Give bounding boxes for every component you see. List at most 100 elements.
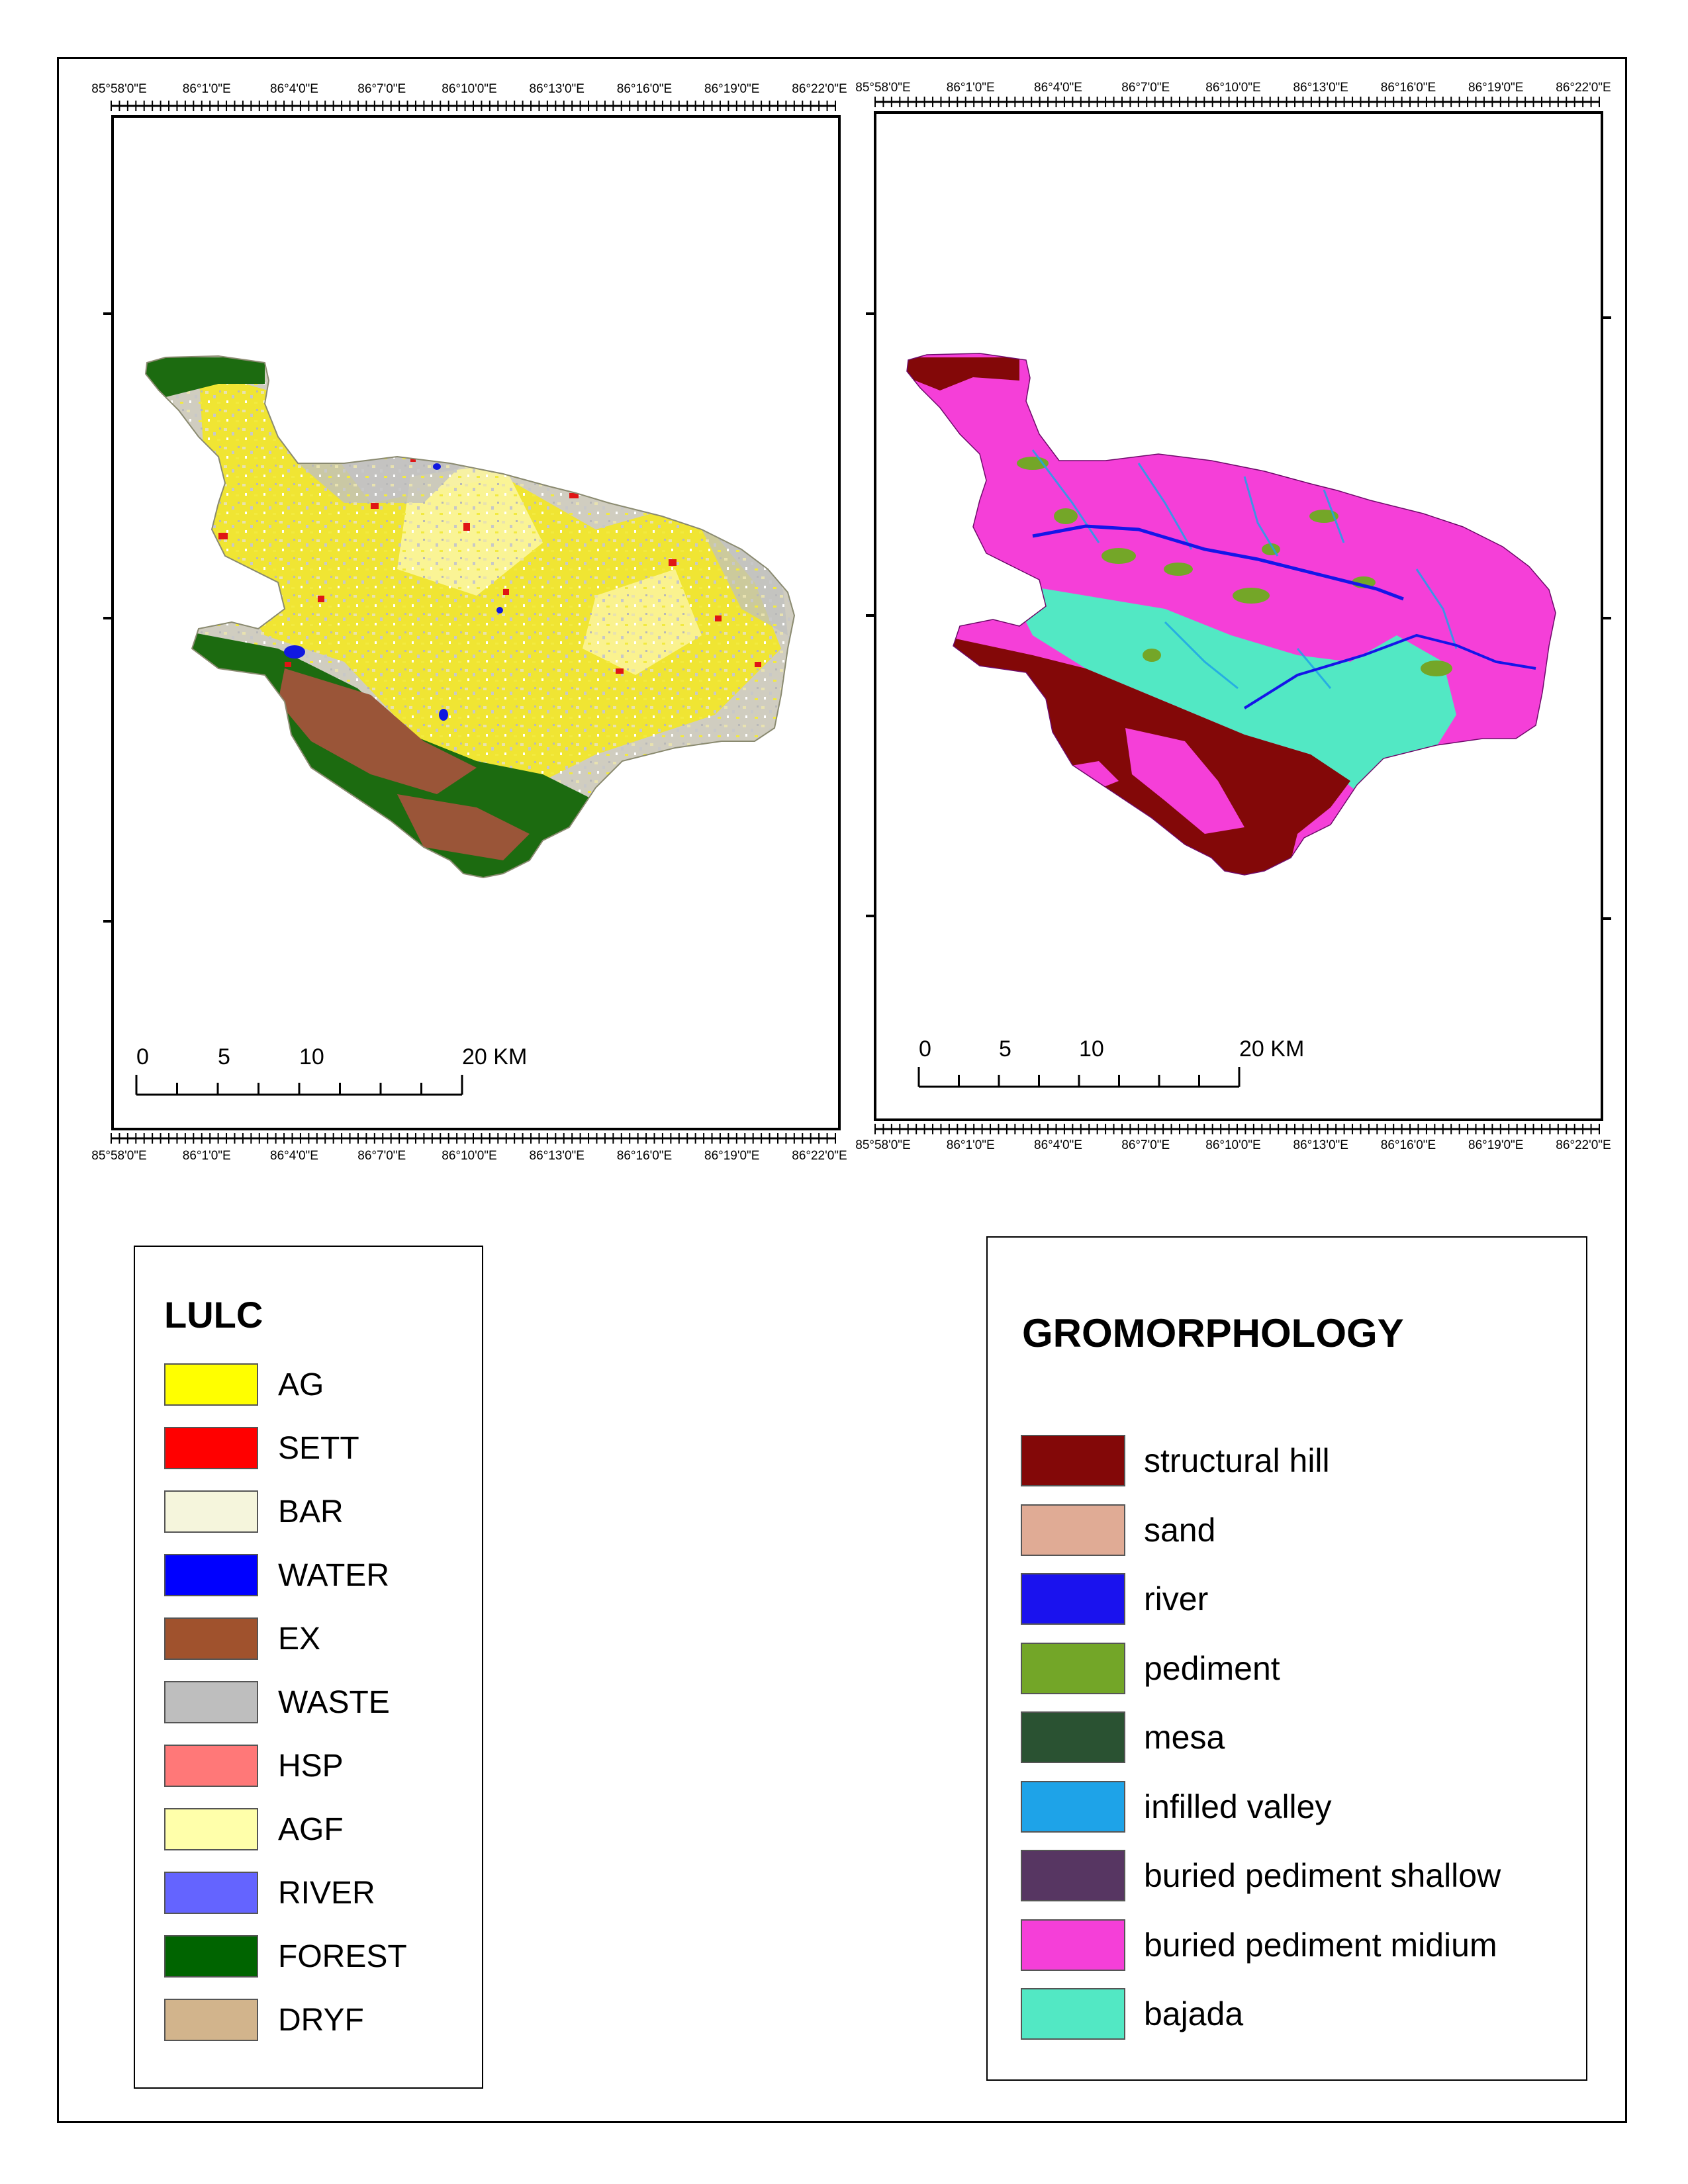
lulc-bottom-tick-label: 86°10'0"E xyxy=(442,1149,496,1163)
geomorphology-top-tick-label: 86°1'0"E xyxy=(947,81,995,95)
geomorphology-bottom-tick-label: 86°19'0"E xyxy=(1468,1138,1523,1152)
geomorphology-map-panel: 85°58'0"E 86°1'0"E 86°4'0"E 86°7'0"E 86°10'0… xyxy=(855,81,1611,1152)
geo-infilled-valley-network xyxy=(1031,449,1458,690)
geomorphology-legend-item: mesa xyxy=(1021,1711,1225,1763)
geomorphology-legend-label: mesa xyxy=(1144,1719,1225,1756)
lulc-legend-label: AG xyxy=(278,1367,324,1402)
lulc-legend-item: FOREST xyxy=(164,1935,407,1978)
lulc-top-tick-label: 86°10'0"E xyxy=(442,82,496,96)
geomorphology-watershed-outline xyxy=(906,353,1556,876)
lulc-legend-label: WASTE xyxy=(278,1684,390,1720)
geomorphology-legend-item: river xyxy=(1021,1573,1208,1625)
lulc-legend-item: AGF xyxy=(164,1808,344,1850)
lulc-legend-swatch xyxy=(164,1490,258,1533)
lulc-ex-zone-2 xyxy=(397,794,530,860)
geomorphology-scale-label: 10 xyxy=(1079,1036,1104,1062)
lulc-legend-swatch xyxy=(164,1999,258,2041)
lulc-bottom-tick-bar: 85°58'0"E 86°1'0"E 86°4'0"E 86°7'0"E 86°10'0… xyxy=(91,1133,847,1163)
lulc-map-panel: 85°58'0"E 86°1'0"E 86°4'0"E 86°7'0"E 86°10'0… xyxy=(91,82,847,1163)
geomorphology-legend-swatch xyxy=(1021,1850,1125,1901)
geomorphology-top-tick-label: 86°13'0"E xyxy=(1293,81,1348,95)
geomorphology-legend-swatch xyxy=(1021,1573,1125,1625)
lulc-forest-northwest xyxy=(146,357,265,397)
geomorphology-legend-swatch xyxy=(1021,1504,1125,1556)
lulc-legend-label: EX xyxy=(278,1621,321,1657)
geomorphology-legend-label: sand xyxy=(1144,1511,1216,1549)
geo-bajada-zone xyxy=(1006,582,1456,807)
lulc-bottom-tick-label: 86°19'0"E xyxy=(704,1149,759,1163)
lulc-settlement-patches xyxy=(218,457,761,674)
lulc-legend-item: DRYF xyxy=(164,1999,364,2041)
lulc-scale-bar: 0 5 10 20 KM xyxy=(135,1044,527,1096)
maps-canvas: 85°58'0"E 86°1'0"E 86°4'0"E 86°7'0"E 86°10'0… xyxy=(91,81,1611,1163)
geomorphology-bottom-tick-label: 86°4'0"E xyxy=(1034,1138,1082,1152)
lulc-legend-swatch xyxy=(164,1935,258,1978)
lulc-legend-item: BAR xyxy=(164,1490,344,1533)
geomorphology-bottom-tick-label: 86°13'0"E xyxy=(1293,1138,1348,1152)
lulc-bottom-tick-label: 86°13'0"E xyxy=(530,1149,585,1163)
lulc-legend-item: WATER xyxy=(164,1554,389,1596)
geomorphology-side-ticks xyxy=(866,312,1611,920)
outer-frame xyxy=(57,57,1627,2123)
geomorphology-top-tick-label: 86°7'0"E xyxy=(1121,81,1170,95)
lulc-bottom-tick-label: 86°1'0"E xyxy=(183,1149,231,1163)
lulc-water-bodies xyxy=(284,463,503,721)
lulc-bottom-tick-label: 86°16'0"E xyxy=(617,1149,672,1163)
geomorphology-bottom-tick-label: 86°16'0"E xyxy=(1381,1138,1436,1152)
lulc-legend: LULC AG SETT BAR WATER EX WASTE HSP AGF RIVER FO… xyxy=(134,1246,483,2089)
lulc-legend-swatch xyxy=(164,1681,258,1723)
geomorphology-legend-label: infilled valley xyxy=(1144,1788,1332,1825)
geomorphology-legend-item: infilled valley xyxy=(1021,1780,1332,1833)
lulc-legend-label: FOREST xyxy=(278,1938,407,1974)
geomorphology-bottom-tick-label: 85°58'0"E xyxy=(855,1138,910,1152)
geomorphology-legend-item: bajada xyxy=(1021,1988,1243,2040)
geomorphology-scale-bar: 0 5 10 20 KM xyxy=(917,1036,1304,1088)
lulc-scale-label: 0 xyxy=(136,1044,149,1069)
lulc-legend-swatch xyxy=(164,1808,258,1850)
geomorphology-bottom-tick-label: 86°7'0"E xyxy=(1121,1138,1170,1152)
geomorphology-legend: GROMORPHOLOGY structural hill sand river pe… xyxy=(986,1236,1587,2081)
geomorphology-scale-label: 5 xyxy=(999,1036,1011,1062)
lulc-bottom-tick-label: 85°58'0"E xyxy=(91,1149,146,1163)
geomorphology-legend-swatch xyxy=(1021,1711,1125,1763)
geomorphology-scale-label: 20 KM xyxy=(1239,1036,1304,1062)
lulc-legend-item: EX xyxy=(164,1617,320,1660)
lulc-top-tick-bar: 85°58'0"E 86°1'0"E 86°4'0"E 86°7'0"E 86°10'0… xyxy=(91,82,847,111)
geomorphology-legend-label: pediment xyxy=(1144,1649,1280,1687)
lulc-top-tick-label: 86°1'0"E xyxy=(183,82,231,96)
geo-structural-hill-northwest xyxy=(907,357,1019,390)
geomorphology-legend-item: buried pediment shallow xyxy=(1021,1850,1501,1901)
lulc-top-tick-label: 86°22'0"E xyxy=(792,82,847,96)
lulc-top-tick-label: 86°19'0"E xyxy=(704,82,759,96)
geomorphology-bottom-tick-label: 86°1'0"E xyxy=(947,1138,995,1152)
geomorphology-legend-item: sand xyxy=(1021,1504,1215,1556)
geomorphology-top-tick-label: 86°22'0"E xyxy=(1556,81,1611,95)
geo-pediment-midium-inlier xyxy=(1125,728,1244,834)
geomorphology-legend-label: buried pediment shallow xyxy=(1144,1857,1501,1894)
geomorphology-legend-swatch xyxy=(1021,1919,1125,1971)
lulc-legend-swatch xyxy=(164,1745,258,1787)
lulc-legend-label: HSP xyxy=(278,1748,344,1784)
lulc-legend-swatch xyxy=(164,1554,258,1596)
lulc-legend-item: SETT xyxy=(164,1427,359,1469)
lulc-top-tick-label: 86°13'0"E xyxy=(530,82,585,96)
geomorphology-legend-item: structural hill xyxy=(1021,1435,1330,1486)
lulc-legend-swatch xyxy=(164,1427,258,1469)
geomorphology-bottom-tick-bar: 85°58'0"E 86°1'0"E 86°4'0"E 86°7'0"E 86°10'0… xyxy=(855,1124,1611,1152)
lulc-top-tick-label: 86°16'0"E xyxy=(617,82,672,96)
geomorphology-legend-label: buried pediment midium xyxy=(1144,1926,1497,1964)
geomorphology-legend-label: bajada xyxy=(1144,1995,1244,2032)
lulc-watershed-outline xyxy=(144,355,796,879)
lulc-legend-label: WATER xyxy=(278,1557,389,1593)
geomorphology-legend-label: river xyxy=(1144,1580,1209,1617)
lulc-top-tick-label: 86°7'0"E xyxy=(357,82,406,96)
geomorphology-scale-label: 0 xyxy=(919,1036,931,1062)
lulc-ex-zone xyxy=(278,668,477,794)
geomorphology-top-tick-label: 86°19'0"E xyxy=(1468,81,1523,95)
geomorphology-top-tick-bar: 85°58'0"E 86°1'0"E 86°4'0"E 86°7'0"E 86°10'0… xyxy=(855,81,1611,107)
geomorphology-legend-swatch xyxy=(1021,1435,1125,1486)
geomorphology-legend-label: structural hill xyxy=(1144,1442,1330,1479)
lulc-bottom-tick-label: 86°7'0"E xyxy=(357,1149,406,1163)
geomorphology-legend-item: buried pediment midium xyxy=(1021,1919,1497,1971)
lulc-legend-label: DRYF xyxy=(278,2002,364,2038)
